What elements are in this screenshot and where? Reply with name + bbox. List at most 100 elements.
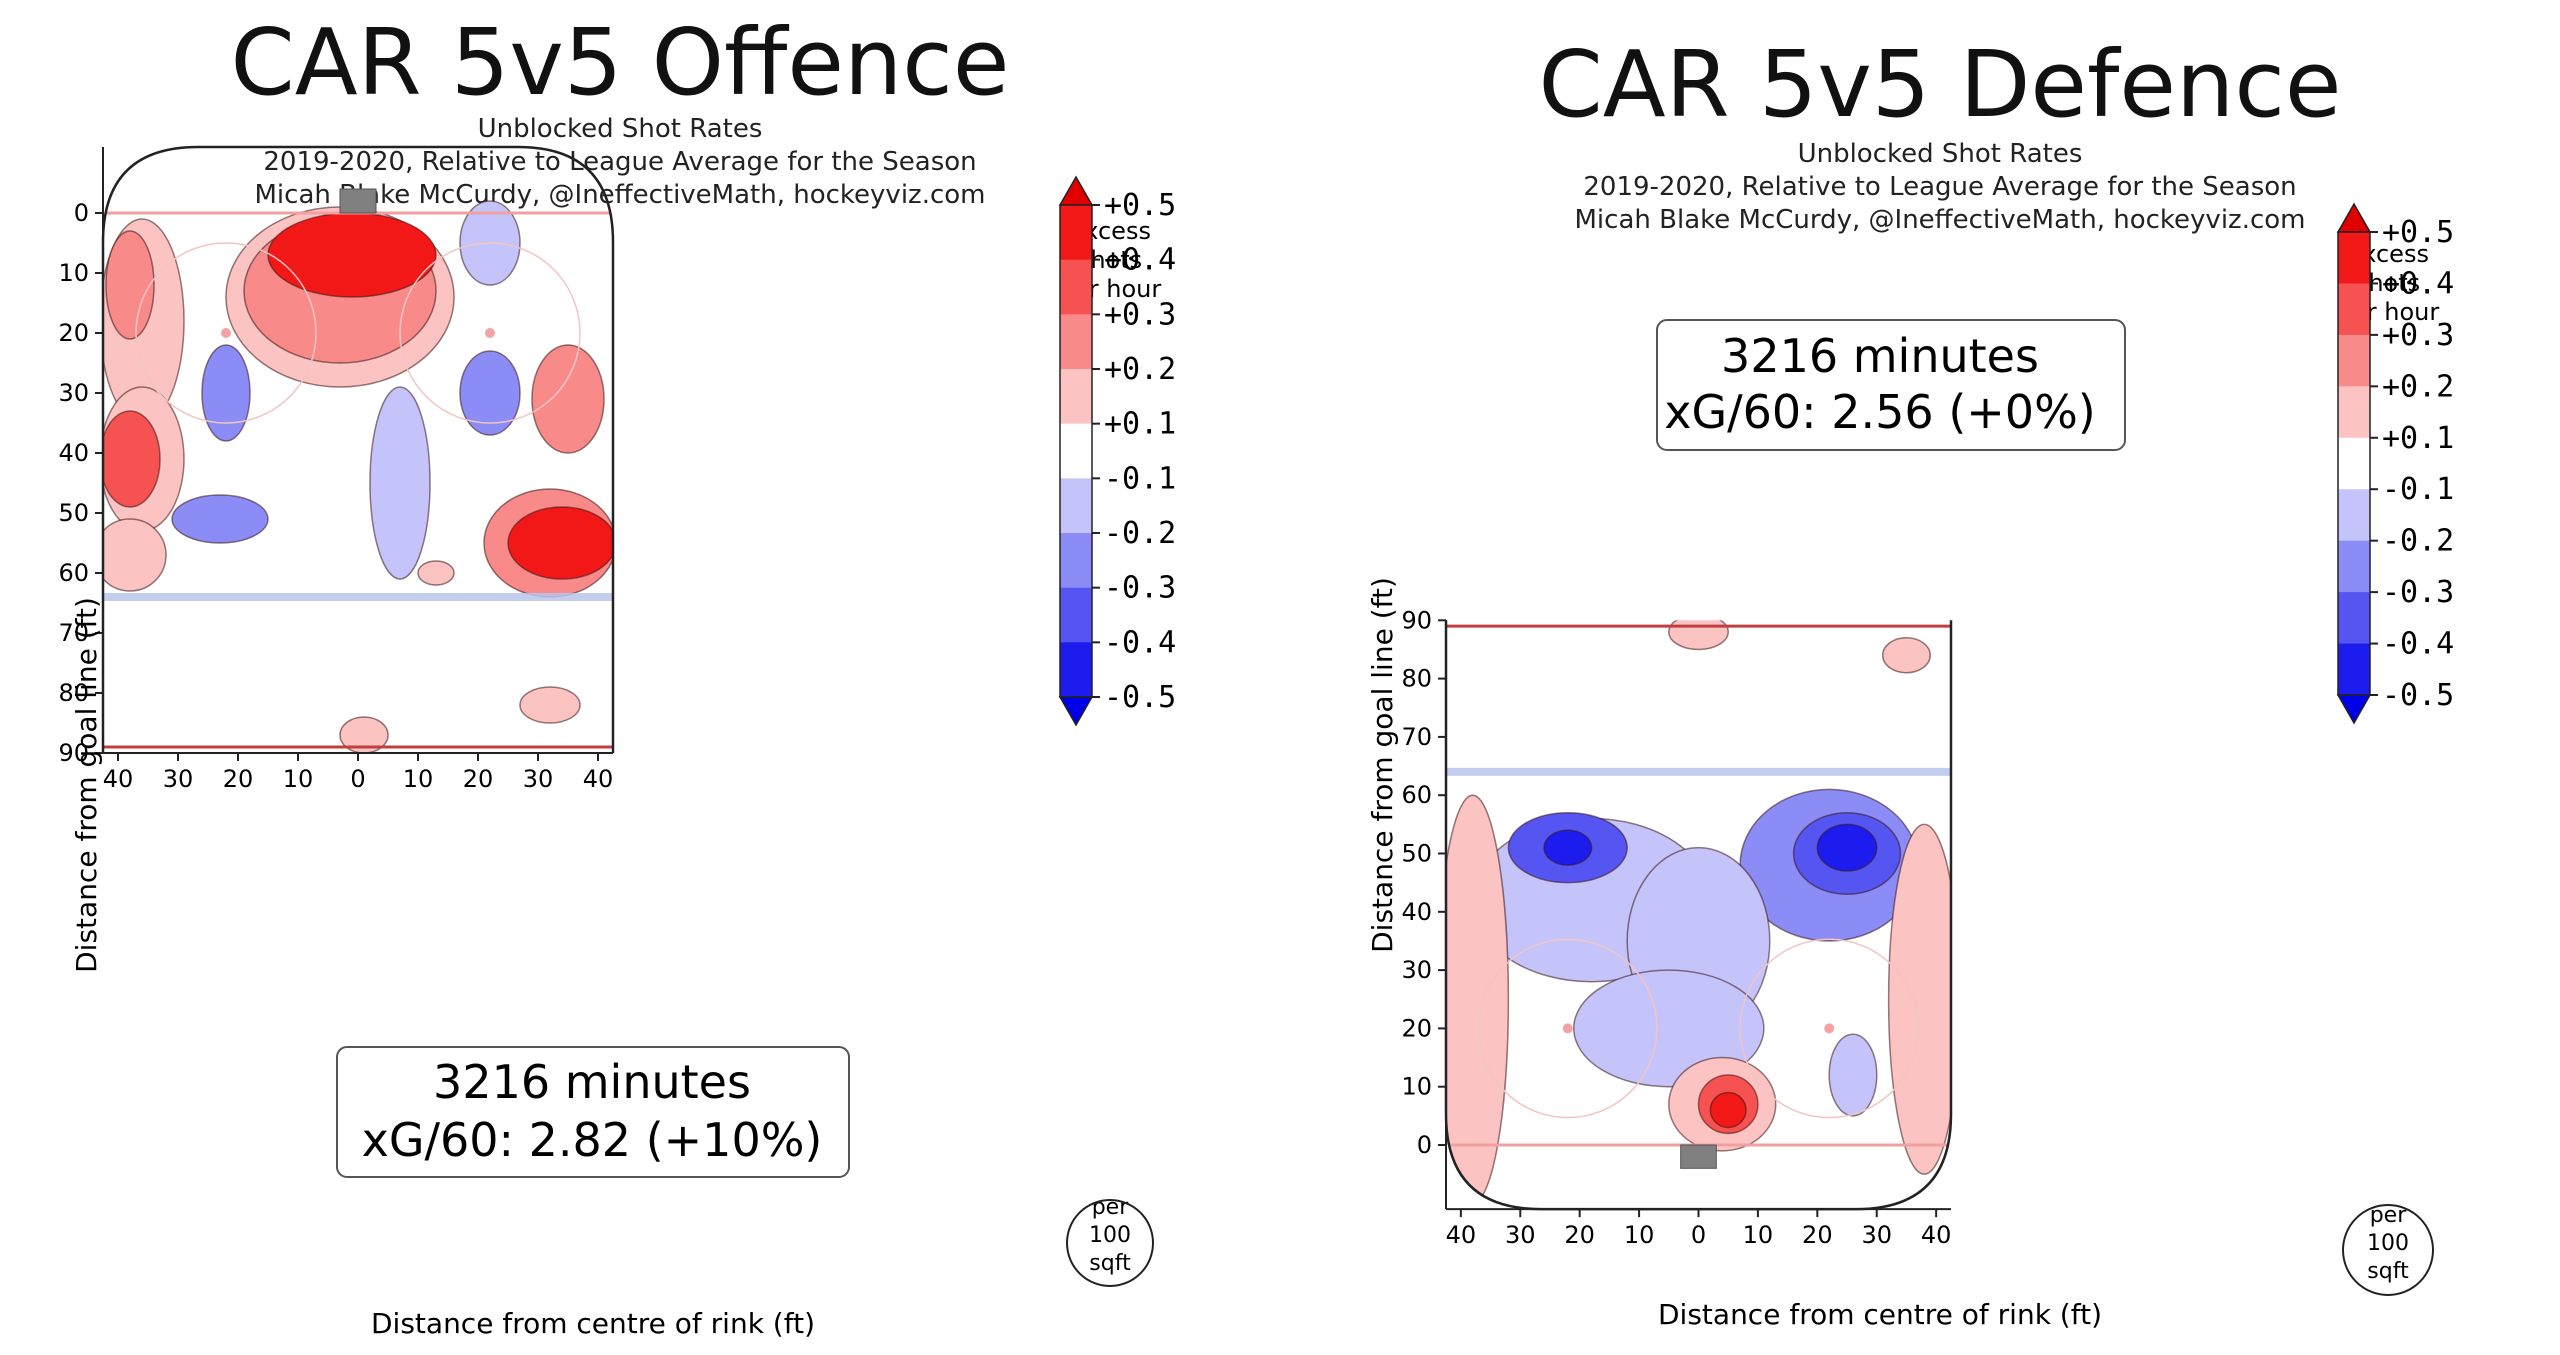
colorbar-segment: [1060, 423, 1092, 479]
heat-region: [103, 410, 161, 508]
colorbar-bottom-arrow: [2336, 694, 2372, 725]
colorbar-segment: [1060, 205, 1092, 261]
heat-region: [459, 350, 521, 436]
colorbar-segment: [1060, 533, 1092, 589]
heat-region: [1709, 1091, 1747, 1129]
y-tick-label: 60: [1401, 781, 1432, 809]
colorbar-segment: [1060, 478, 1092, 534]
y-axis-label: Distance from goal line (ft): [70, 597, 103, 973]
heat-region: [519, 686, 581, 724]
unit-badge: [1066, 1199, 1154, 1287]
colorbar-tick-label: +0.4: [1104, 243, 1176, 278]
colorbar-segment: [2338, 540, 2370, 593]
blue-line: [103, 593, 613, 601]
colorbar-top-arrow: [2336, 202, 2372, 233]
x-axis-label: Distance from centre of rink (ft): [371, 1307, 815, 1340]
colorbar-segment: [1060, 642, 1092, 698]
colorbar-tick-label: -0.3: [1104, 571, 1176, 606]
y-tick-label: 20: [58, 319, 89, 347]
y-tick-label: 90: [58, 739, 89, 767]
info-box: [1656, 319, 2126, 451]
colorbar-segment: [2338, 232, 2370, 284]
heat-region: [1668, 620, 1729, 651]
heat-region: [1816, 823, 1878, 872]
heat-region: [201, 344, 251, 442]
heat-region: [1887, 823, 1951, 1175]
x-tick-label: 30: [1861, 1221, 1892, 1249]
heat-region: [417, 560, 455, 586]
defence-panel: CAR 5v5 Defence Unblocked Shot Rates 201…: [1280, 0, 2560, 1355]
heat-region: [171, 494, 269, 544]
info-box-minutes: 3216 minutes: [1721, 329, 2039, 383]
rink-outline: [101, 145, 615, 753]
colorbar-tick-label: +0.5: [2382, 215, 2454, 250]
y-tick-label: 30: [58, 379, 89, 407]
colorbar-segment: [1060, 369, 1092, 425]
unit-badge-line-1: per: [1092, 1195, 1130, 1220]
faceoff-circle: [399, 242, 581, 424]
heat-region: [339, 716, 389, 753]
heat-region: [267, 212, 437, 298]
heat-region: [1881, 637, 1931, 674]
faceoff-dot: [1562, 1023, 1573, 1034]
offence-panel: CAR 5v5 Offence Unblocked Shot Rates 201…: [58, 9, 1176, 1340]
colorbar-tick-label: +0.3: [1104, 297, 1176, 332]
x-tick-label: 10: [403, 765, 434, 793]
colorbar-top-arrow: [1058, 175, 1094, 206]
y-tick-label: 0: [1417, 1131, 1432, 1159]
unit-badge-line-3: sqft: [1089, 1251, 1131, 1276]
plot-area: 0 10 20 30 40 50 60 70 80 90 40 30 20 10 0 10 20 30 40: [1401, 319, 2126, 1249]
colorbar: +0.5 +0.4 +0.3 +0.2 +0.1 -0.1 -0.2 -0.3 -0.4 -0.5: [2336, 202, 2454, 725]
blue-line: [1446, 767, 1951, 776]
colorbar-tick-label: -0.5: [2382, 678, 2454, 713]
faceoff-dot: [1824, 1023, 1835, 1034]
x-axis-label: Distance from centre of rink (ft): [1658, 1298, 2102, 1331]
colorbar-segment: [2338, 283, 2370, 336]
x-tick-label: 30: [523, 765, 554, 793]
heat-regions: [103, 200, 613, 753]
x-tick-label: 40: [583, 765, 614, 793]
colorbar-tick-label: +0.2: [2382, 369, 2454, 404]
heat-region: [103, 518, 167, 592]
faceoff-circle: [1739, 938, 1920, 1119]
colorbar-tick-label: +0.3: [2382, 318, 2454, 353]
y-tick-label: 90: [1401, 606, 1432, 634]
colorbar-tick-label: +0.4: [2382, 266, 2454, 301]
x-tick-label: 10: [283, 765, 314, 793]
y-tick-label: 10: [58, 259, 89, 287]
x-tick-label: 40: [1921, 1221, 1952, 1249]
colorbar-tick-label: +0.5: [1104, 188, 1176, 223]
y-tick-label: 80: [58, 679, 89, 707]
heat-region: [1543, 829, 1593, 866]
y-tick-label: 0: [74, 199, 89, 227]
x-tick-label: 20: [223, 765, 254, 793]
x-tick-label: 30: [163, 765, 194, 793]
colorbar-segment: [1060, 314, 1092, 370]
x-tick-label: 40: [1446, 1221, 1477, 1249]
x-tick-label: 30: [1505, 1221, 1536, 1249]
y-tick-label: 80: [1401, 665, 1432, 693]
info-box: [336, 1046, 850, 1178]
colorbar-segment: [2338, 437, 2370, 490]
x-tick-label: 40: [103, 765, 134, 793]
colorbar-tick-label: -0.2: [1104, 516, 1176, 551]
unit-badge-line-3: sqft: [2367, 1259, 2409, 1284]
heat-region: [507, 506, 613, 580]
y-tick-label: 50: [1401, 840, 1432, 868]
unit-badge-line-2: 100: [1089, 1223, 1131, 1248]
chart-title: CAR 5v5 Offence: [230, 9, 1010, 116]
unit-badge-line-2: 100: [2367, 1231, 2409, 1256]
faceoff-dot: [485, 328, 495, 338]
colorbar-segment: [2338, 334, 2370, 387]
x-tick-label: 0: [1691, 1221, 1706, 1249]
info-box-xg: xG/60: 2.82 (+10%): [362, 1113, 823, 1167]
subtitle-line-2: 2019-2020, Relative to League Average fo…: [263, 147, 977, 177]
colorbar-tick-label: -0.1: [1104, 461, 1176, 496]
subtitle-line-3: Micah Blake McCurdy, @IneffectiveMath, h…: [1574, 205, 2306, 235]
faceoff-circle: [135, 242, 317, 424]
colorbar: +0.5 +0.4 +0.3 +0.2 +0.1 -0.1 -0.2 -0.3 -0.4 -0.5: [1058, 175, 1176, 727]
colorbar-segment: [1060, 259, 1092, 315]
chart-title: CAR 5v5 Defence: [1538, 31, 2342, 138]
